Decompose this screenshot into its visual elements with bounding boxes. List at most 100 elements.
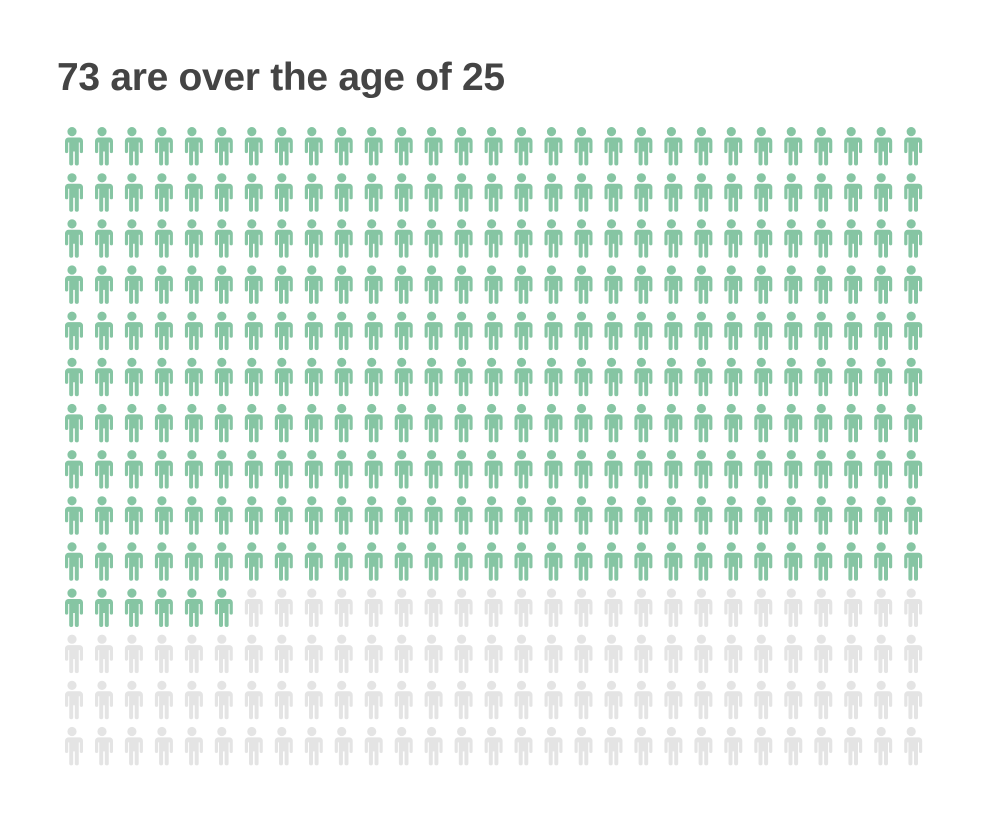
person-icon bbox=[813, 265, 833, 304]
person-icon bbox=[693, 588, 713, 627]
person-icon bbox=[783, 311, 803, 351]
person-icon bbox=[184, 634, 203, 674]
person-icon bbox=[244, 265, 263, 304]
person-icon bbox=[514, 496, 533, 535]
person-icon bbox=[514, 450, 533, 489]
person-icon bbox=[663, 403, 683, 443]
person-icon bbox=[94, 680, 113, 720]
person-icon bbox=[903, 403, 923, 443]
person-icon bbox=[124, 680, 143, 720]
person-icon bbox=[843, 403, 863, 443]
person-icon bbox=[753, 173, 773, 212]
person-icon bbox=[843, 127, 863, 166]
person-icon bbox=[364, 219, 383, 258]
person-icon bbox=[394, 265, 413, 304]
person-icon bbox=[783, 265, 803, 304]
person-icon bbox=[574, 634, 593, 674]
person-icon bbox=[903, 588, 923, 627]
person-icon bbox=[843, 542, 863, 581]
person-icon bbox=[873, 634, 893, 674]
person-icon bbox=[604, 173, 623, 212]
person-icon bbox=[394, 680, 413, 720]
person-icon bbox=[304, 542, 323, 581]
person-icon bbox=[244, 680, 263, 720]
person-icon bbox=[184, 496, 203, 535]
person-icon bbox=[873, 357, 893, 397]
person-icon bbox=[334, 588, 353, 627]
person-icon bbox=[424, 311, 443, 351]
person-icon bbox=[94, 726, 113, 766]
person-icon bbox=[274, 634, 293, 674]
person-icon bbox=[454, 496, 473, 535]
person-icon bbox=[604, 680, 623, 720]
person-icon bbox=[723, 403, 743, 443]
person-icon bbox=[64, 173, 83, 212]
person-icon bbox=[184, 403, 203, 443]
person-icon bbox=[64, 311, 83, 351]
person-icon bbox=[364, 403, 383, 443]
person-icon bbox=[604, 542, 623, 581]
person-icon bbox=[394, 311, 413, 351]
person-icon bbox=[304, 450, 323, 489]
person-icon bbox=[484, 127, 503, 166]
person-icon bbox=[663, 357, 683, 397]
person-icon bbox=[124, 173, 143, 212]
person-icon bbox=[274, 311, 293, 351]
person-icon bbox=[214, 127, 233, 166]
person-icon bbox=[124, 219, 143, 258]
person-icon bbox=[514, 357, 533, 397]
person-icon bbox=[64, 588, 83, 627]
person-icon bbox=[633, 127, 653, 166]
person-icon bbox=[454, 450, 473, 489]
person-icon bbox=[514, 173, 533, 212]
person-icon bbox=[304, 265, 323, 304]
person-icon bbox=[274, 403, 293, 443]
person-icon bbox=[544, 403, 563, 443]
chart-title: 73 are over the age of 25 bbox=[57, 56, 505, 99]
person-icon bbox=[873, 542, 893, 581]
person-icon bbox=[873, 403, 893, 443]
person-icon bbox=[454, 403, 473, 443]
person-icon bbox=[604, 450, 623, 489]
person-icon bbox=[753, 680, 773, 720]
person-icon bbox=[94, 219, 113, 258]
person-icon bbox=[454, 726, 473, 766]
person-icon bbox=[574, 219, 593, 258]
person-icon bbox=[633, 311, 653, 351]
person-icon bbox=[94, 542, 113, 581]
person-icon bbox=[663, 127, 683, 166]
person-icon bbox=[813, 726, 833, 766]
person-icon bbox=[544, 680, 563, 720]
person-icon bbox=[214, 219, 233, 258]
person-icon bbox=[154, 542, 173, 581]
person-icon bbox=[574, 542, 593, 581]
person-icon bbox=[693, 542, 713, 581]
person-icon bbox=[514, 403, 533, 443]
person-icon bbox=[663, 496, 683, 535]
person-icon bbox=[753, 588, 773, 627]
person-icon bbox=[184, 127, 203, 166]
person-icon bbox=[633, 588, 653, 627]
person-icon bbox=[124, 634, 143, 674]
person-icon bbox=[244, 219, 263, 258]
person-icon bbox=[244, 726, 263, 766]
person-icon bbox=[753, 357, 773, 397]
person-icon bbox=[903, 680, 923, 720]
person-icon bbox=[424, 496, 443, 535]
person-icon bbox=[94, 311, 113, 351]
person-icon bbox=[244, 173, 263, 212]
person-icon bbox=[364, 496, 383, 535]
person-icon bbox=[394, 634, 413, 674]
person-icon bbox=[244, 450, 263, 489]
person-icon bbox=[244, 311, 263, 351]
person-icon bbox=[544, 588, 563, 627]
person-icon bbox=[693, 403, 713, 443]
person-icon bbox=[184, 265, 203, 304]
person-icon bbox=[633, 496, 653, 535]
person-icon bbox=[783, 357, 803, 397]
person-icon bbox=[364, 542, 383, 581]
person-icon bbox=[873, 496, 893, 535]
person-icon bbox=[154, 588, 173, 627]
person-icon bbox=[903, 127, 923, 166]
person-icon bbox=[663, 726, 683, 766]
